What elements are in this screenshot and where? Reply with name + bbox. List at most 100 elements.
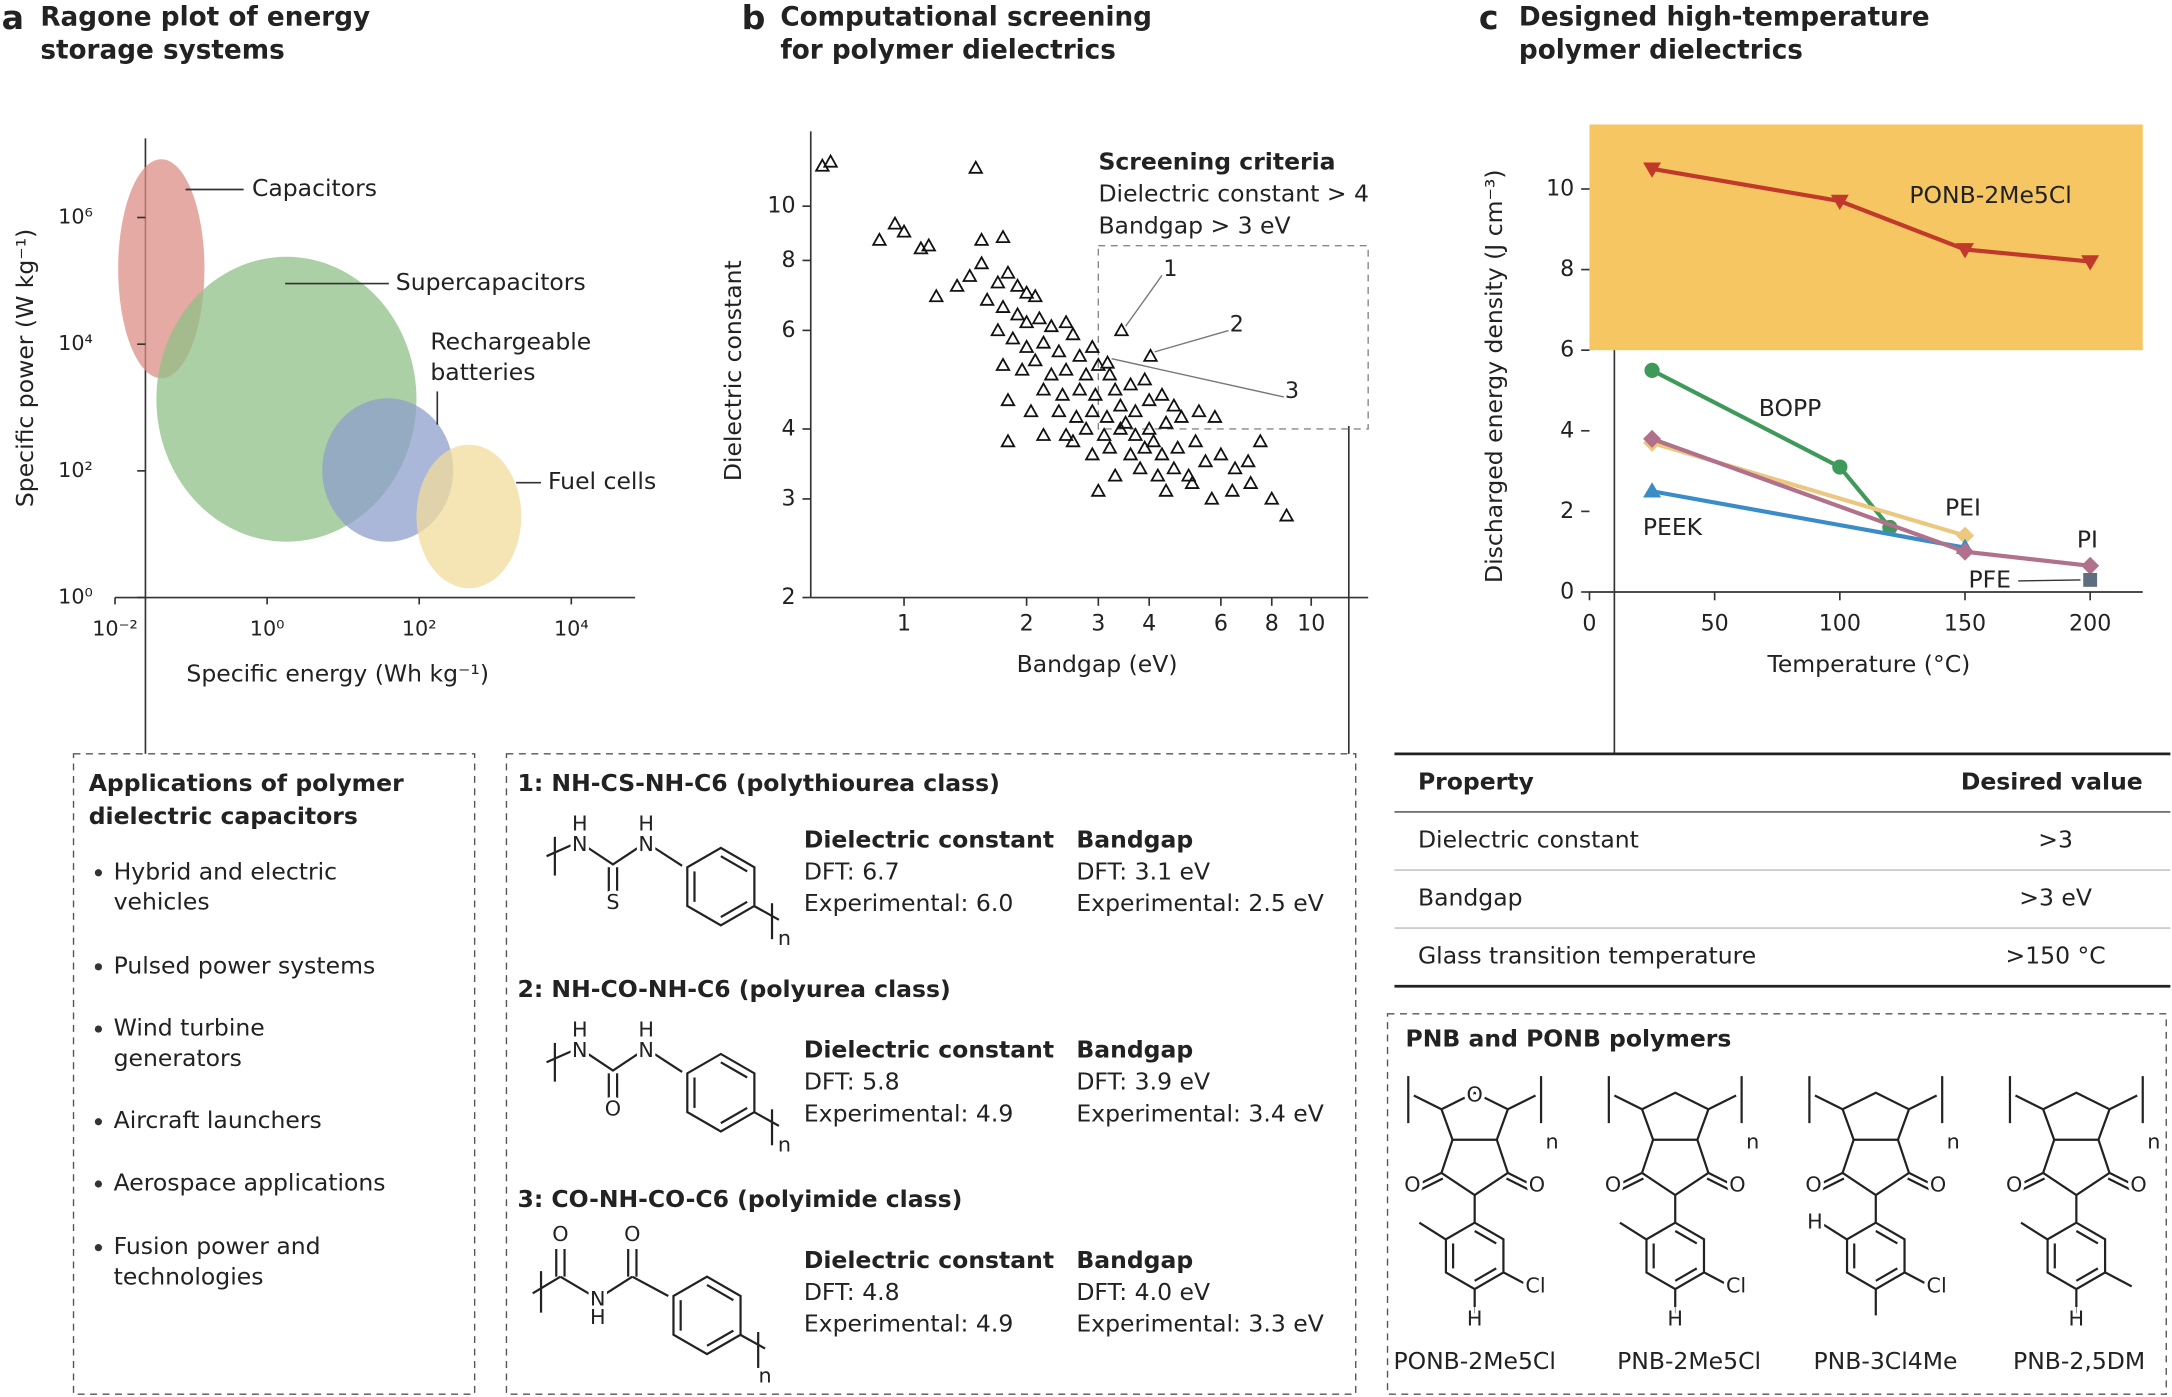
data-point <box>1101 366 1118 381</box>
atom-label: H <box>1667 1307 1683 1331</box>
bandgap-text: Bandgap <box>1076 1036 1193 1064</box>
atom-label: N <box>590 1287 606 1311</box>
bond <box>1908 1094 1938 1111</box>
atom-label: O <box>2006 1172 2022 1196</box>
data-point <box>1154 446 1170 461</box>
data-point <box>1096 427 1112 441</box>
data-point <box>979 291 995 306</box>
data-point <box>973 231 990 246</box>
x-tick-label: 100 <box>1819 610 1861 636</box>
bandgap-text: Bandgap <box>1076 1246 1193 1274</box>
data-point <box>1132 460 1148 475</box>
atom-label: H <box>572 1017 588 1041</box>
atom-label: O <box>2130 1172 2146 1196</box>
bond <box>546 844 572 858</box>
selected-point <box>1099 354 1116 369</box>
y-tick-label: 2 <box>781 584 795 610</box>
panel-title: Computational screening <box>780 2 1152 32</box>
data-point <box>1173 409 1190 423</box>
y-tick-label: 8 <box>781 247 795 273</box>
data-point <box>1136 439 1153 454</box>
data-point <box>1158 482 1174 497</box>
list-item: Pulsed power systems <box>114 951 376 979</box>
bandgap-text: DFT: 3.9 eV <box>1076 1068 1210 1096</box>
bond <box>706 1329 734 1347</box>
dielectric-text: Experimental: 4.9 <box>804 1310 1013 1338</box>
series-label: PFE <box>1968 565 2011 593</box>
data-point <box>1242 475 1259 489</box>
polymer-name: PNB-2,5DM <box>2013 1347 2145 1375</box>
highlight-band <box>1589 124 2143 351</box>
y-axis-label: Dielectric constant <box>719 260 747 481</box>
atom-label: O <box>1729 1172 1745 1196</box>
x-tick-label: 10² <box>402 616 437 640</box>
panel-letter: b <box>742 0 766 37</box>
bullet <box>94 869 103 877</box>
leader-line <box>2018 579 2081 582</box>
data-point <box>1099 409 1115 423</box>
marker <box>1643 429 1662 448</box>
data-point <box>1107 467 1123 482</box>
bond <box>2046 1221 2107 1291</box>
region-label: Supercapacitors <box>396 268 586 296</box>
atom-label: O <box>1467 1082 1483 1106</box>
bond <box>1875 1267 1898 1282</box>
y-tick-label: 6 <box>781 317 795 343</box>
y-axis-label: Specific power (W kg⁻¹) <box>11 229 39 507</box>
bond <box>686 1052 756 1133</box>
data-point <box>1023 403 1039 418</box>
atom-label: O <box>1529 1172 1545 1196</box>
bond <box>1845 1221 1906 1291</box>
bond <box>1418 1221 1447 1241</box>
data-point <box>1150 467 1166 482</box>
x-axis-label: Temperature (°C) <box>1766 650 1970 678</box>
selected-point <box>1113 322 1130 337</box>
data-point <box>1184 475 1200 489</box>
atom-label: S <box>606 890 619 914</box>
bond <box>2075 1230 2099 1245</box>
bond <box>1413 1094 1442 1111</box>
x-tick-label: 0 <box>1582 610 1596 636</box>
dielectric-text: Dielectric constant <box>804 1246 1054 1274</box>
y-tick-label: 10⁶ <box>58 205 93 229</box>
list-item: Aerospace applications <box>114 1168 386 1196</box>
data-point <box>887 215 903 230</box>
data-point <box>1084 339 1101 353</box>
bond <box>739 1333 766 1350</box>
data-point <box>1018 339 1035 353</box>
bond <box>1440 1139 1510 1197</box>
data-point <box>1065 326 1081 341</box>
data-point <box>1051 403 1067 418</box>
bond <box>2075 1267 2099 1282</box>
bond <box>1620 1177 1644 1191</box>
data-point <box>1058 314 1074 329</box>
series-label: PI <box>2077 525 2098 553</box>
data-point <box>1043 318 1060 333</box>
data-point <box>1087 386 1104 401</box>
marker <box>2081 556 2100 575</box>
data-point <box>1158 414 1174 429</box>
data-point <box>1204 490 1220 505</box>
table-header: Desired value <box>1961 767 2143 795</box>
dielectric-text: DFT: 4.8 <box>804 1278 900 1306</box>
selected-point <box>1142 347 1159 362</box>
data-point <box>1180 467 1197 482</box>
bond <box>1440 1091 1510 1141</box>
x-tick-label: 6 <box>1214 610 1228 636</box>
bond <box>720 900 748 918</box>
x-tick-label: 10 <box>1297 610 1325 636</box>
callout-line <box>1111 358 1284 398</box>
marker <box>1956 526 1974 545</box>
data-point <box>928 288 945 303</box>
x-tick-label: 2 <box>1020 610 1034 636</box>
y-tick-label: 4 <box>1560 417 1574 443</box>
atom-label: H <box>2069 1307 2085 1331</box>
atom-label: n <box>778 926 791 950</box>
data-point <box>1090 357 1107 371</box>
bond <box>2109 1171 2133 1185</box>
bond <box>1645 1221 1706 1291</box>
atom-label: N <box>638 1038 654 1062</box>
data-point <box>1117 414 1134 429</box>
bullet <box>94 1025 103 1033</box>
data-point <box>961 268 978 282</box>
